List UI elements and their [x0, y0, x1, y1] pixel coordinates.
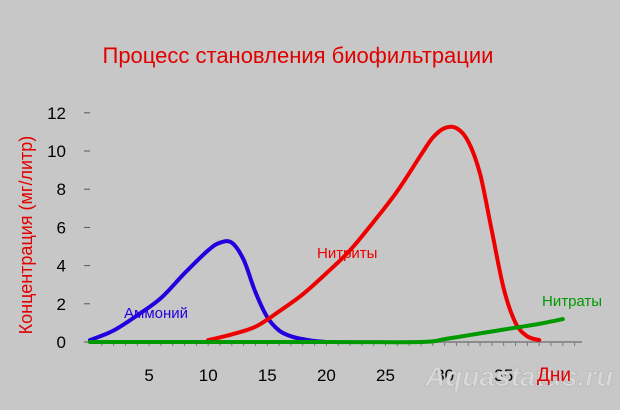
y-tick-label: 2	[57, 295, 66, 314]
x-tick-label: 25	[376, 366, 395, 385]
y-tick-label: 6	[57, 218, 66, 237]
x-tick-label: 20	[317, 366, 336, 385]
y-axis-ticks: 0 2 4 6 8 10 12	[47, 104, 90, 352]
watermark: Aquastatus.ru	[424, 361, 613, 392]
chart-title: Процесс становления биофильтрации	[103, 43, 494, 68]
x-axis-label: Дни	[537, 365, 571, 386]
series-label-nitrates: Нитраты	[542, 293, 602, 310]
x-tick-label: 15	[258, 366, 277, 385]
x-tick-label: 10	[199, 366, 218, 385]
series-line-nitrites	[206, 124, 542, 343]
x-tick-label: 30	[435, 366, 454, 385]
series-line-ammonium	[88, 239, 329, 344]
y-tick-label: 8	[57, 180, 66, 199]
series-lines	[88, 124, 565, 345]
series-label-nitrites: Нитриты	[317, 245, 377, 262]
y-tick-label: 0	[57, 333, 66, 352]
y-tick-label: 4	[57, 257, 66, 276]
series-line-nitrates	[88, 317, 565, 345]
x-tick-label: 35	[494, 366, 513, 385]
y-tick-label: 12	[47, 104, 66, 123]
y-axis-label: Концентрация (мг/литр)	[16, 136, 36, 335]
x-tick-label: 5	[144, 366, 153, 385]
series-label-ammonium: Аммоний	[124, 305, 188, 322]
y-tick-label: 10	[47, 142, 66, 161]
